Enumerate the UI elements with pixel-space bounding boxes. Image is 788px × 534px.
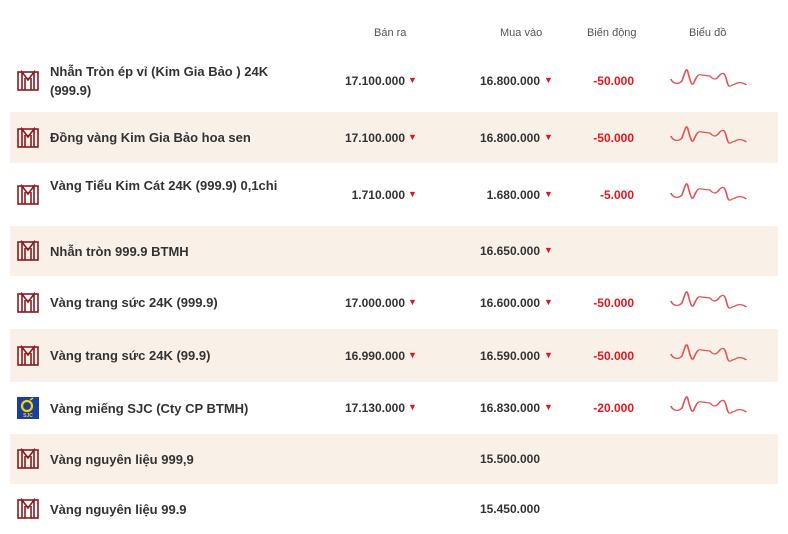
product-name: Nhẫn tròn 999.9 BTMH — [50, 243, 189, 259]
sparkline-chart[interactable] — [668, 287, 748, 317]
buy-price: 16.800.000 — [479, 130, 540, 145]
price-change: -50.000 — [593, 295, 634, 310]
buy-price: 15.450.000 — [479, 502, 540, 516]
price-change: -5.000 — [599, 187, 634, 202]
btmh-logo — [17, 69, 39, 92]
down-arrow-icon: ▼ — [544, 245, 553, 255]
down-arrow-icon: ▼ — [408, 402, 417, 412]
down-arrow-icon: ▼ — [544, 402, 553, 412]
table-row[interactable]: Vàng trang sức 24K (99.9) 16.990.000 ▼ 16.5… — [10, 329, 778, 382]
product-name: Vàng trang sức 24K (999.9) — [50, 295, 218, 310]
product-name: Vàng nguyên liệu 99.9 — [50, 501, 187, 517]
price-change: -50.000 — [593, 74, 634, 88]
product-name: Vàng Tiểu Kim Cát 24K (999.9) 0,1chi — [50, 177, 278, 193]
sell-price: 17.100.000 — [344, 74, 405, 88]
down-arrow-icon: ▼ — [544, 75, 553, 85]
btmh-logo — [17, 291, 39, 314]
table-row[interactable]: Đồng vàng Kim Gia Bảo hoa sen 17.100.000 ▼… — [10, 112, 778, 163]
sell-price: 17.000.000 — [344, 295, 405, 310]
buy-price: 1.680.000 — [486, 187, 540, 202]
price-change: -20.000 — [593, 401, 634, 415]
btmh-logo — [17, 183, 39, 206]
down-arrow-icon: ▼ — [408, 296, 417, 307]
down-arrow-icon: ▼ — [544, 188, 553, 199]
buy-price: 16.600.000 — [479, 295, 540, 310]
btmh-logo — [17, 126, 39, 149]
product-name: Vàng miếng SJC (Cty CP BTMH) — [50, 400, 249, 416]
sell-price: 17.130.000 — [344, 401, 405, 415]
buy-price: 16.650.000 — [479, 244, 540, 258]
product-name: Đồng vàng Kim Gia Bảo hoa sen — [50, 130, 251, 145]
header-chart: Biểu đồ — [689, 27, 727, 39]
product-name: Vàng trang sức 24K (99.9) — [50, 348, 211, 363]
btmh-logo — [17, 344, 39, 367]
table-row[interactable]: Vàng nguyên liệu 99.9 15.450.000 — [10, 484, 778, 534]
btmh-logo — [17, 239, 39, 262]
btmh-logo — [17, 497, 39, 520]
sell-price: 17.100.000 — [344, 130, 405, 145]
btmh-logo — [17, 447, 39, 470]
price-change: -50.000 — [593, 130, 634, 145]
buy-price: 16.590.000 — [479, 348, 540, 363]
sparkline-chart[interactable] — [668, 65, 748, 95]
header-buy: Mua vào — [500, 27, 543, 39]
table-row[interactable]: SJC Vàng miếng SJC (Cty CP BTMH) 17.130.00… — [10, 382, 778, 434]
sparkline-chart[interactable] — [668, 392, 748, 422]
sparkline-chart[interactable] — [668, 122, 748, 152]
down-arrow-icon: ▼ — [544, 296, 553, 307]
table-row[interactable]: Vàng nguyên liệu 999,9 15.500.000 — [10, 434, 778, 484]
table-row[interactable]: Vàng trang sức 24K (999.9) 17.000.000 ▼ 16.… — [10, 276, 778, 329]
header-change: Biến động — [587, 27, 637, 39]
sparkline-chart[interactable] — [668, 179, 748, 209]
down-arrow-icon: ▼ — [408, 131, 417, 142]
down-arrow-icon: ▼ — [544, 131, 553, 142]
down-arrow-icon: ▼ — [544, 349, 553, 360]
buy-price: 16.800.000 — [479, 74, 540, 88]
sell-price: 1.710.000 — [351, 187, 405, 202]
down-arrow-icon: ▼ — [408, 75, 417, 85]
sparkline-chart[interactable] — [668, 340, 748, 370]
header-sell: Bán ra — [374, 27, 407, 39]
product-name: Nhẫn Tròn ép vỉ (Kim Gia Bảo ) 24K (999.… — [50, 64, 269, 98]
product-name: Vàng nguyên liệu 999,9 — [50, 451, 194, 467]
svg-text:SJC: SJC — [23, 413, 33, 419]
buy-price: 16.830.000 — [479, 401, 540, 415]
sell-price: 16.990.000 — [344, 348, 405, 363]
price-change: -50.000 — [593, 348, 634, 363]
buy-price: 15.500.000 — [479, 452, 540, 466]
table-row[interactable]: Vàng Tiểu Kim Cát 24K (999.9) 0,1chi 1.71… — [10, 163, 778, 226]
down-arrow-icon: ▼ — [408, 188, 417, 199]
table-row[interactable]: Nhẫn Tròn ép vỉ (Kim Gia Bảo ) 24K (999.… — [10, 50, 778, 112]
table-row[interactable]: Nhẫn tròn 999.9 BTMH 16.650.000 ▼ — [10, 226, 778, 276]
sjc-logo: SJC — [17, 397, 39, 419]
down-arrow-icon: ▼ — [408, 349, 417, 360]
